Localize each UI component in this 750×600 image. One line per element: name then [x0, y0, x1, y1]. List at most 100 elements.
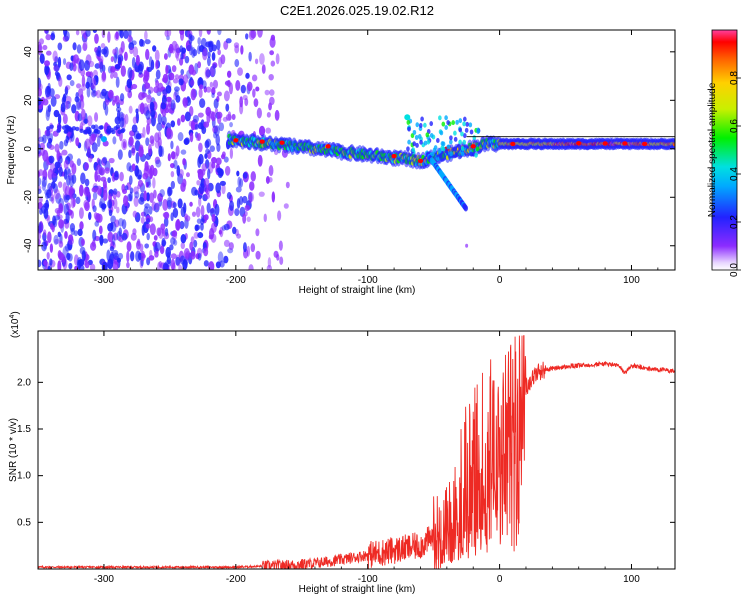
spectral-blob	[47, 265, 51, 270]
spectral-blob	[98, 125, 103, 130]
spectral-blob	[173, 239, 178, 246]
spectral-blob	[79, 184, 84, 197]
colorbar: 0.0 0.2 0.4 0.6 0.8 Normalized spectral ampl…	[707, 29, 741, 277]
spectral-blob	[148, 86, 154, 94]
spectral-blob	[207, 51, 211, 59]
spectral-blob	[235, 79, 241, 91]
spectral-blob	[132, 228, 137, 235]
spectral-blob	[266, 264, 272, 270]
spectral-blob	[248, 51, 252, 62]
spectral-blob	[131, 144, 136, 156]
spectral-blob	[91, 133, 97, 142]
spectral-blob	[196, 218, 202, 224]
spectral-blob	[118, 227, 123, 237]
spectral-blob	[152, 177, 156, 189]
spectral-blob	[453, 136, 458, 142]
spectral-blob	[46, 128, 50, 140]
spectral-blob	[189, 132, 194, 143]
spectral-blob	[406, 119, 411, 125]
spectral-blob	[277, 210, 282, 221]
spectral-blob	[149, 249, 153, 258]
spectral-blob	[455, 119, 459, 125]
spectral-blob	[207, 168, 211, 180]
spectral-blob	[168, 43, 174, 54]
spectral-blob	[176, 46, 181, 56]
spectral-blob	[38, 259, 42, 268]
spectral-blob	[116, 206, 120, 214]
spectral-blob	[100, 43, 106, 49]
spectral-blob	[244, 204, 250, 212]
spectral-blob	[210, 222, 217, 234]
spectral-blob	[149, 223, 156, 235]
spectral-blob	[404, 114, 411, 121]
spectral-blob	[246, 81, 253, 92]
spectral-blob	[45, 30, 49, 35]
spectral-blob	[38, 41, 42, 53]
spectral-blob	[231, 113, 236, 121]
snr-y-tick-label: 2.0	[17, 377, 31, 388]
snr-x-tick-label: 0	[497, 574, 503, 585]
spectral-blob	[76, 158, 82, 166]
spectral-blob	[159, 245, 165, 255]
spectral-blob	[149, 167, 153, 180]
spectral-blob	[133, 195, 139, 208]
spectral-blob	[68, 237, 74, 245]
spectral-blob	[179, 45, 184, 53]
spectral-blob	[463, 116, 467, 122]
spectral-blob	[228, 242, 234, 251]
colorbar-ticks: 0.0 0.2 0.4 0.6 0.8	[729, 71, 741, 277]
spectral-blob	[203, 177, 210, 188]
spectral-blob	[72, 63, 77, 72]
spectral-blob	[171, 262, 176, 270]
spectral-blob	[214, 125, 220, 136]
spectral-blob	[124, 113, 129, 125]
spectral-blob	[149, 135, 155, 144]
spectral-blob	[107, 177, 111, 184]
spectral-blob	[221, 183, 226, 195]
spectral-blob	[171, 230, 178, 238]
spectral-blob	[86, 75, 93, 88]
spectral-blob	[38, 77, 42, 90]
spectral-blob	[148, 205, 153, 215]
spectral-blob	[229, 200, 235, 212]
spectral-blob	[138, 103, 144, 113]
spectral-blob	[134, 191, 140, 199]
spectral-blob	[82, 39, 88, 51]
snr-y-axis: 0.5 1.0 1.5 2.0	[17, 377, 675, 528]
spectral-blob	[463, 133, 467, 139]
spectral-blob	[78, 207, 84, 219]
spectral-blob	[217, 115, 222, 125]
spectral-blob	[251, 74, 258, 82]
spectral-blob	[50, 172, 57, 178]
spectral-blob	[155, 159, 162, 168]
spectral-blob	[69, 79, 75, 87]
snr-x-tick-label: -100	[358, 574, 378, 585]
spectral-blob	[472, 135, 477, 141]
spectral-blob	[423, 122, 427, 128]
spectral-blob	[96, 174, 101, 183]
spectral-blob	[407, 126, 411, 132]
spectral-blob	[180, 242, 186, 250]
spectral-blob	[197, 44, 201, 55]
spectral-blob	[224, 165, 231, 176]
spectral-blob	[216, 39, 221, 51]
spectral-blob	[463, 205, 469, 212]
spectral-blob	[283, 203, 289, 209]
spectral-blob	[220, 153, 226, 160]
spectral-blob	[69, 175, 75, 188]
spectral-blob	[412, 129, 417, 135]
spectral-blob	[268, 102, 272, 111]
spectral-blob	[38, 238, 41, 246]
spectral-blob	[98, 225, 103, 235]
spectral-blob	[248, 192, 255, 203]
spectral-blob	[202, 48, 208, 61]
spectral-blob	[75, 98, 82, 111]
spectral-blob	[178, 264, 183, 270]
spectral-blob	[167, 186, 173, 196]
spectral-blob	[49, 124, 54, 129]
spectral-blob	[146, 217, 150, 225]
spectral-blob	[112, 197, 118, 210]
spectral-blob	[58, 76, 63, 88]
spectral-blob	[248, 264, 254, 270]
spectral-blob	[197, 61, 202, 69]
